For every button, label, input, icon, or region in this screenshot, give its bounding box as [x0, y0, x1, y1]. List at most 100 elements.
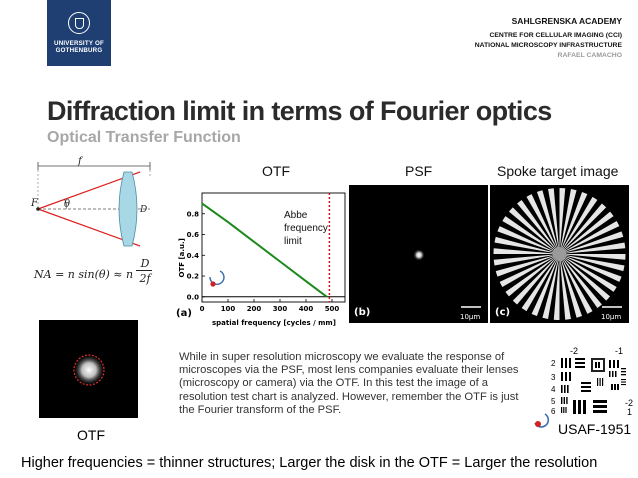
x-tick-label: 200 [247, 305, 262, 313]
usaf-num-5: 5 [551, 397, 556, 406]
description-paragraph: While in super resolution microscopy we … [179, 351, 519, 416]
seal-icon [68, 12, 90, 34]
spoke-wedge [559, 196, 598, 254]
focal-point [36, 207, 40, 211]
x-tick-label: 300 [273, 305, 288, 313]
spoke-wedge [493, 248, 560, 254]
spoke-wedge [512, 254, 560, 305]
y-tick-label: 0.4 [187, 252, 200, 260]
annotation-line-3: limit [284, 236, 302, 247]
spoke-wedge [559, 254, 622, 282]
spoke-wedge [508, 207, 560, 254]
spoke-wedge [505, 254, 560, 297]
y-tick-label: 0.0 [187, 293, 200, 301]
lens-diagram: f F θ D [30, 156, 151, 247]
scalebar-c-label: 10μm [601, 313, 621, 321]
spoke-wedge [502, 216, 560, 254]
spoke-wedge [559, 254, 593, 314]
otf-chart: 0.0 0.2 0.4 0.6 0.8 0 100 200 300 400 500 OTF [a.… [176, 192, 346, 327]
usaf-num-3: 3 [551, 373, 556, 382]
spoke-wedge [559, 254, 602, 309]
spoke-pattern [493, 188, 626, 320]
spoke-wedge [559, 254, 625, 272]
chart-mini-icon [209, 270, 225, 287]
psf-image: (b) 10μm [349, 185, 488, 323]
spoke-wedge [559, 188, 566, 254]
spoke-wedge [548, 188, 560, 254]
theta-label: θ [64, 199, 70, 210]
usaf-top-left: -2 [570, 346, 578, 356]
y-axis-label: OTF [a.u.] [178, 238, 186, 277]
psf-spot [413, 249, 425, 261]
org-centre: CENTRE FOR CELLULAR IMAGING (CCI) [489, 32, 622, 39]
spoke-wedge [553, 254, 560, 320]
usaf-label: USAF-1951 [558, 421, 632, 437]
university-logo: UNIVERSITY OF GOTHENBURG [47, 0, 111, 66]
spoke-wedge [526, 194, 560, 254]
panel-b-tag: (b) [354, 307, 370, 318]
slide-subtitle: Optical Transfer Function [47, 129, 241, 146]
otf-cutoff-circle [73, 354, 105, 386]
spoke-panel-title: Spoke target image [497, 163, 619, 179]
x-tick-label: 400 [299, 305, 314, 313]
author-name: RAFAEL CAMACHO [557, 52, 622, 59]
x-axis: 0 100 200 300 400 500 [200, 299, 340, 313]
usaf-right-neg: -2 [625, 398, 633, 408]
panel-c-tag: (c) [495, 307, 510, 318]
spoke-wedge [559, 254, 583, 318]
spoke-wedge [497, 226, 560, 254]
org-infrastructure: NATIONAL MICROSCOPY INFRASTRUCTURE [474, 42, 622, 49]
x-tick-label: 100 [221, 305, 236, 313]
spoke-wedge [499, 254, 560, 287]
diameter-label: D [139, 205, 147, 215]
spoke-wedge [559, 211, 614, 254]
otf-panel-title: OTF [262, 163, 290, 179]
spoke-center-blur [552, 247, 567, 261]
spoke-wedge [559, 254, 617, 292]
usaf-num-6: 6 [551, 407, 556, 416]
slide-title: Diffraction limit in terms of Fourier op… [47, 96, 552, 126]
spoke-wedge [559, 254, 626, 260]
lens-shape [118, 171, 138, 247]
usaf-right-one: 1 [627, 407, 632, 417]
spoke-wedge [494, 236, 560, 254]
spoke-wedge [559, 221, 620, 254]
f-label: f [77, 156, 84, 167]
y-tick-label: 0.6 [187, 231, 200, 239]
usaf-num-4: 4 [551, 385, 556, 394]
org-name: SAHLGRENSKA ACADEMY [511, 16, 622, 26]
otf-curve [201, 202, 328, 298]
x-tick-label: 0 [200, 305, 205, 313]
spoke-target-image: (c) 10μm [490, 185, 629, 323]
spoke-wedge [542, 254, 560, 319]
logo-line-1: UNIVERSITY OF [54, 40, 104, 47]
bottom-statement: Higher frequencies = thinner structures;… [21, 455, 598, 471]
logo-text: UNIVERSITY OF GOTHENBURG [47, 40, 111, 55]
panel-a-tag: (a) [176, 308, 192, 319]
spoke-wedge [559, 254, 611, 301]
annotation-line-1: Abbe [284, 210, 308, 221]
x-tick-label: 500 [325, 305, 340, 313]
spoke-wedge [559, 203, 607, 254]
institution-icon [534, 413, 550, 428]
spoke-wedge [559, 191, 588, 254]
otf-image-label: OTF [77, 427, 105, 443]
usaf-num-2: 2 [551, 359, 556, 368]
spoke-wedge [559, 231, 624, 254]
spoke-wedge [559, 242, 626, 254]
y-tick-label: 0.8 [187, 210, 200, 218]
formula-lhs: NA = n sin(θ) ≈ n [34, 268, 134, 281]
formula-numerator: D [140, 257, 150, 270]
spoke-wedge [495, 254, 560, 277]
spoke-wedge [517, 199, 560, 254]
formula-denominator: 2f [139, 272, 151, 285]
usaf-bars [561, 358, 626, 414]
otf-image [39, 320, 138, 418]
spoke-wedge [521, 254, 560, 312]
spoke-wedge [559, 254, 571, 320]
spoke-wedge [559, 189, 577, 254]
scalebar-b-label: 10μm [460, 313, 480, 321]
spoke-wedge [536, 190, 560, 254]
plot-frame [201, 192, 346, 303]
spoke-wedge [531, 254, 560, 317]
